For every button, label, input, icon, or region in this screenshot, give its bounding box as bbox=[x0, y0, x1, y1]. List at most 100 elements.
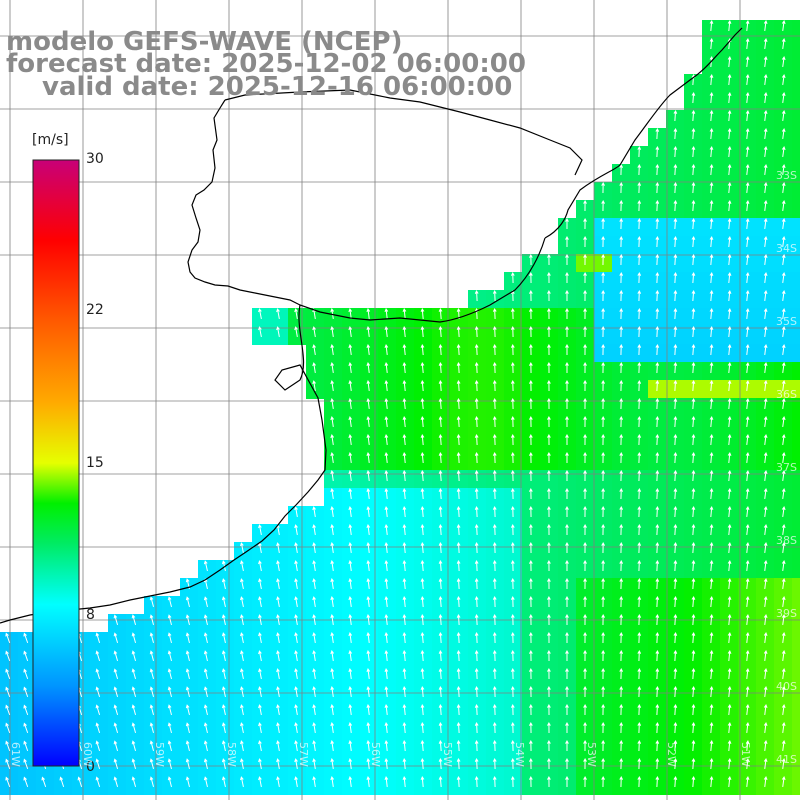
wind-arrow bbox=[673, 433, 678, 446]
wind-arrow bbox=[655, 721, 660, 734]
wind-arrow bbox=[366, 416, 371, 428]
wind-cell bbox=[738, 146, 757, 165]
wind-arrow bbox=[583, 721, 587, 734]
wind-arrow bbox=[637, 721, 642, 734]
wind-arrow bbox=[727, 668, 732, 680]
colorbar-unit: [m/s] bbox=[32, 132, 69, 148]
wind-arrow bbox=[709, 163, 714, 176]
colorbar bbox=[32, 159, 80, 767]
wind-cell bbox=[720, 506, 739, 525]
wind-arrow bbox=[655, 307, 660, 320]
wind-arrow bbox=[240, 632, 244, 644]
wind-arrow bbox=[565, 739, 569, 752]
wind-arrow bbox=[492, 577, 497, 590]
wind-arrow bbox=[691, 757, 696, 770]
wind-arrow bbox=[474, 703, 479, 716]
wind-cell bbox=[576, 650, 595, 669]
colorbar-tick-0: 0 bbox=[86, 759, 95, 775]
wind-arrow bbox=[691, 523, 696, 536]
wind-arrow bbox=[727, 686, 732, 698]
wind-cell bbox=[720, 254, 739, 273]
wind-arrow bbox=[456, 595, 461, 608]
wind-cell bbox=[792, 632, 800, 651]
wind-arrow bbox=[510, 739, 515, 752]
wind-arrow bbox=[348, 704, 353, 716]
wind-arrow bbox=[528, 415, 533, 428]
wind-arrow bbox=[420, 343, 425, 356]
wind-arrow bbox=[781, 722, 786, 734]
wind-cell bbox=[756, 236, 775, 255]
wind-arrow bbox=[23, 740, 29, 752]
lat-label-40s: 40S bbox=[776, 680, 797, 693]
wind-arrow bbox=[655, 397, 660, 410]
wind-arrow bbox=[601, 289, 605, 302]
wind-arrow bbox=[709, 775, 714, 788]
wind-arrow bbox=[709, 685, 714, 698]
wind-arrow bbox=[312, 740, 316, 752]
wind-cell bbox=[720, 434, 739, 453]
wind-cell bbox=[774, 236, 793, 255]
wind-arrow bbox=[727, 218, 732, 230]
wind-arrow bbox=[781, 92, 786, 104]
wind-arrow bbox=[547, 253, 551, 266]
wind-cell bbox=[774, 776, 793, 795]
wind-cell bbox=[702, 272, 721, 291]
wind-arrow bbox=[528, 649, 533, 662]
wind-arrow bbox=[709, 721, 714, 734]
wind-arrow bbox=[510, 667, 515, 680]
wind-arrow bbox=[673, 487, 678, 500]
wind-arrow bbox=[492, 307, 497, 320]
wind-arrow bbox=[709, 379, 714, 392]
wind-cell bbox=[738, 200, 757, 219]
wind-arrow bbox=[745, 722, 750, 734]
wind-arrow bbox=[348, 452, 353, 464]
wind-arrow bbox=[474, 757, 479, 770]
wind-arrow bbox=[781, 758, 786, 770]
wind-cell bbox=[720, 524, 739, 543]
wind-cell bbox=[684, 362, 703, 381]
wind-arrow bbox=[727, 290, 732, 302]
wind-cell bbox=[702, 20, 721, 39]
wind-arrow bbox=[673, 775, 678, 788]
wind-cell bbox=[756, 38, 775, 57]
wind-cell bbox=[630, 452, 649, 471]
wind-cell bbox=[720, 128, 739, 147]
wind-cell bbox=[756, 632, 775, 651]
wind-arrow bbox=[420, 487, 425, 500]
wind-arrow bbox=[95, 758, 101, 770]
wind-arrow bbox=[294, 740, 298, 752]
wind-cell bbox=[684, 488, 703, 507]
wind-arrow bbox=[474, 397, 479, 410]
wind-arrow bbox=[23, 776, 29, 788]
wind-arrow bbox=[528, 487, 533, 500]
wind-arrow bbox=[709, 217, 714, 230]
wind-arrow bbox=[619, 379, 624, 392]
wind-cell bbox=[594, 650, 613, 669]
wind-arrow bbox=[456, 433, 461, 446]
wind-arrow bbox=[763, 398, 768, 410]
lat-label-36s: 36S bbox=[776, 388, 797, 401]
wind-cell bbox=[648, 362, 667, 381]
wind-arrow bbox=[420, 433, 425, 446]
wind-arrow bbox=[637, 253, 642, 266]
wind-arrow bbox=[637, 415, 642, 428]
wind-arrow bbox=[709, 289, 714, 302]
wind-cell bbox=[576, 614, 595, 633]
wind-cell bbox=[576, 560, 595, 579]
wind-arrow bbox=[601, 253, 605, 266]
wind-arrow bbox=[528, 667, 533, 680]
wind-arrow bbox=[565, 343, 569, 356]
wind-arrow bbox=[240, 758, 244, 770]
wind-arrow bbox=[402, 488, 407, 500]
wind-arrow bbox=[619, 253, 624, 266]
wind-arrow bbox=[583, 631, 587, 644]
wind-arrow bbox=[221, 758, 226, 770]
wind-speed-field bbox=[0, 20, 800, 795]
wind-cell bbox=[684, 164, 703, 183]
wind-arrow bbox=[619, 685, 624, 698]
wind-cell bbox=[792, 596, 800, 615]
wind-arrow bbox=[673, 145, 678, 158]
wind-arrow bbox=[330, 596, 335, 608]
wind-cell bbox=[702, 380, 721, 399]
wind-arrow bbox=[528, 523, 533, 536]
